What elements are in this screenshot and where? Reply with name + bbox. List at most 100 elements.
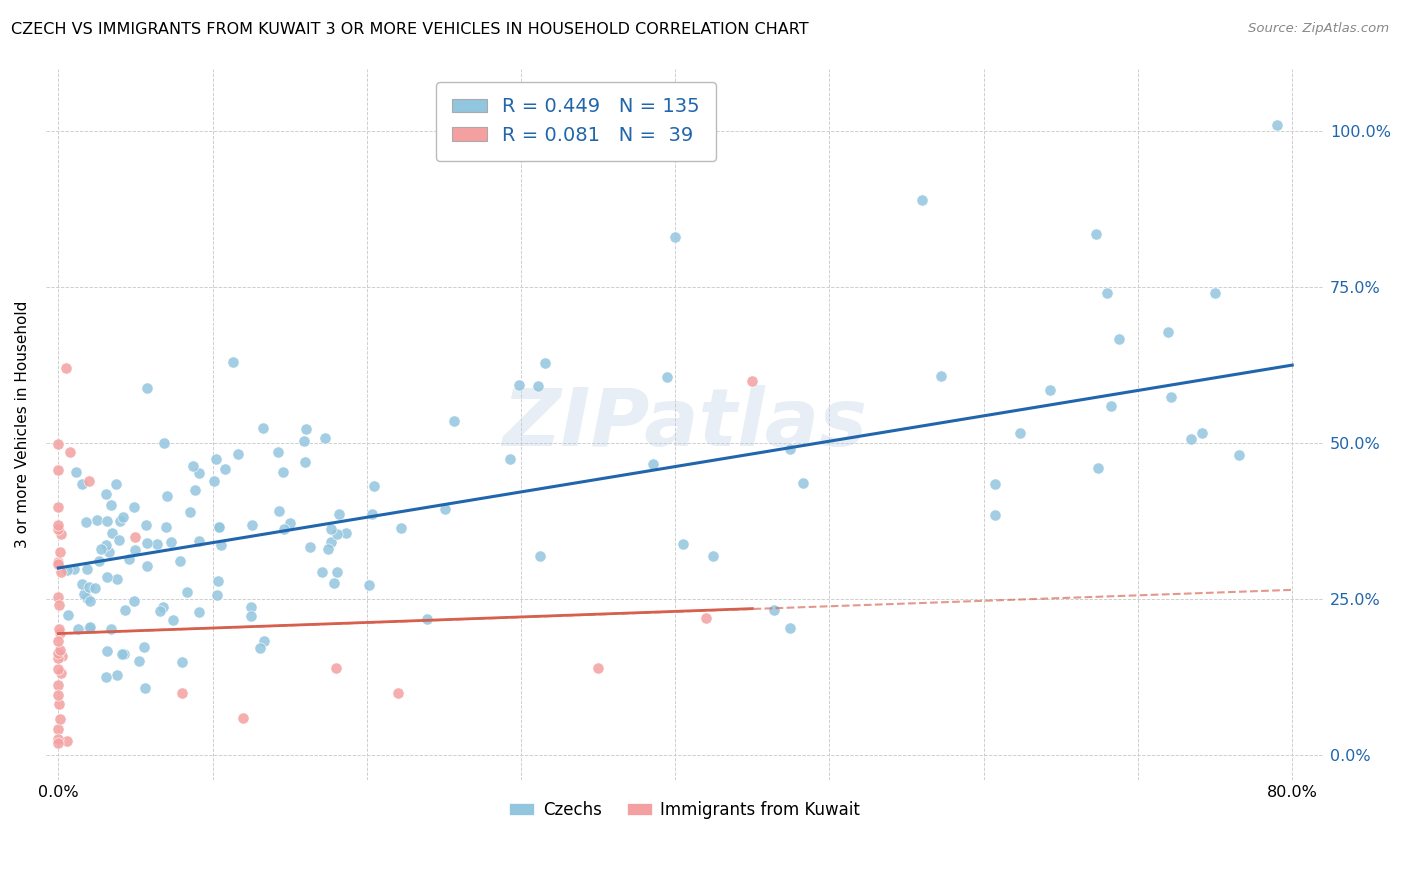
Point bbox=[105, 668, 128, 682]
Point bbox=[253, 634, 276, 648]
Point bbox=[46, 651, 69, 665]
Point bbox=[226, 447, 249, 461]
Point bbox=[114, 602, 136, 616]
Point bbox=[361, 507, 384, 521]
Point bbox=[672, 537, 695, 551]
Point bbox=[96, 570, 118, 584]
Point bbox=[105, 572, 128, 586]
Point bbox=[295, 422, 318, 436]
Point bbox=[153, 436, 176, 450]
Point bbox=[911, 193, 934, 207]
Point bbox=[741, 374, 763, 388]
Point bbox=[1156, 325, 1178, 339]
Point bbox=[87, 554, 110, 568]
Point bbox=[48, 662, 70, 676]
Point bbox=[77, 621, 100, 635]
Point bbox=[48, 723, 70, 737]
Point bbox=[273, 522, 295, 536]
Point bbox=[252, 421, 274, 435]
Point bbox=[205, 588, 228, 602]
Point bbox=[94, 670, 117, 684]
Point bbox=[86, 513, 108, 527]
Point bbox=[1160, 390, 1182, 404]
Point bbox=[416, 611, 439, 625]
Point bbox=[66, 622, 89, 636]
Point bbox=[55, 361, 77, 376]
Point bbox=[363, 479, 385, 493]
Point bbox=[1087, 461, 1109, 475]
Point bbox=[188, 533, 211, 548]
Point bbox=[48, 626, 70, 640]
Point bbox=[269, 504, 291, 518]
Point bbox=[70, 577, 93, 591]
Point bbox=[49, 566, 72, 580]
Point bbox=[96, 487, 118, 501]
Point bbox=[170, 686, 193, 700]
Point bbox=[46, 688, 69, 702]
Point bbox=[508, 377, 530, 392]
Point bbox=[49, 712, 72, 726]
Point bbox=[136, 381, 159, 395]
Point bbox=[278, 516, 301, 531]
Point bbox=[124, 543, 146, 558]
Point bbox=[387, 686, 409, 700]
Point bbox=[335, 525, 357, 540]
Point bbox=[179, 505, 201, 519]
Point bbox=[249, 640, 271, 655]
Point bbox=[136, 536, 159, 550]
Point bbox=[122, 500, 145, 514]
Point bbox=[76, 591, 98, 606]
Point bbox=[695, 611, 717, 625]
Point bbox=[357, 577, 380, 591]
Point bbox=[527, 378, 550, 392]
Text: ZIPatlas: ZIPatlas bbox=[502, 385, 868, 464]
Point bbox=[779, 621, 801, 635]
Point bbox=[314, 431, 336, 445]
Point bbox=[202, 474, 225, 488]
Point bbox=[48, 678, 70, 692]
Point bbox=[779, 442, 801, 456]
Point bbox=[149, 604, 172, 618]
Point bbox=[207, 574, 229, 588]
Point bbox=[326, 527, 349, 541]
Point bbox=[79, 620, 101, 634]
Point bbox=[643, 457, 665, 471]
Point bbox=[316, 541, 339, 556]
Point bbox=[132, 640, 155, 654]
Point bbox=[46, 736, 69, 750]
Point bbox=[232, 711, 254, 725]
Point bbox=[221, 355, 243, 369]
Point bbox=[62, 561, 84, 575]
Point bbox=[48, 633, 70, 648]
Point bbox=[83, 581, 105, 595]
Point bbox=[49, 666, 72, 681]
Point bbox=[529, 549, 551, 563]
Legend: Czechs, Immigrants from Kuwait: Czechs, Immigrants from Kuwait bbox=[502, 794, 866, 825]
Point bbox=[176, 585, 198, 599]
Point bbox=[214, 461, 236, 475]
Point bbox=[160, 534, 183, 549]
Point bbox=[294, 454, 316, 468]
Point bbox=[292, 434, 315, 448]
Point bbox=[156, 489, 179, 503]
Point bbox=[56, 563, 79, 577]
Point bbox=[325, 565, 347, 579]
Point bbox=[105, 476, 128, 491]
Point bbox=[1010, 426, 1032, 441]
Point bbox=[792, 475, 814, 490]
Point bbox=[48, 697, 70, 711]
Point bbox=[188, 466, 211, 480]
Point bbox=[1265, 118, 1288, 132]
Point bbox=[984, 477, 1007, 491]
Point bbox=[49, 527, 72, 541]
Point bbox=[325, 661, 347, 675]
Point bbox=[319, 522, 342, 536]
Point bbox=[73, 586, 96, 600]
Point bbox=[209, 537, 232, 551]
Point bbox=[100, 498, 122, 512]
Point bbox=[1204, 286, 1226, 301]
Point bbox=[763, 603, 786, 617]
Point bbox=[48, 463, 70, 477]
Point bbox=[76, 562, 98, 576]
Point bbox=[1191, 426, 1213, 441]
